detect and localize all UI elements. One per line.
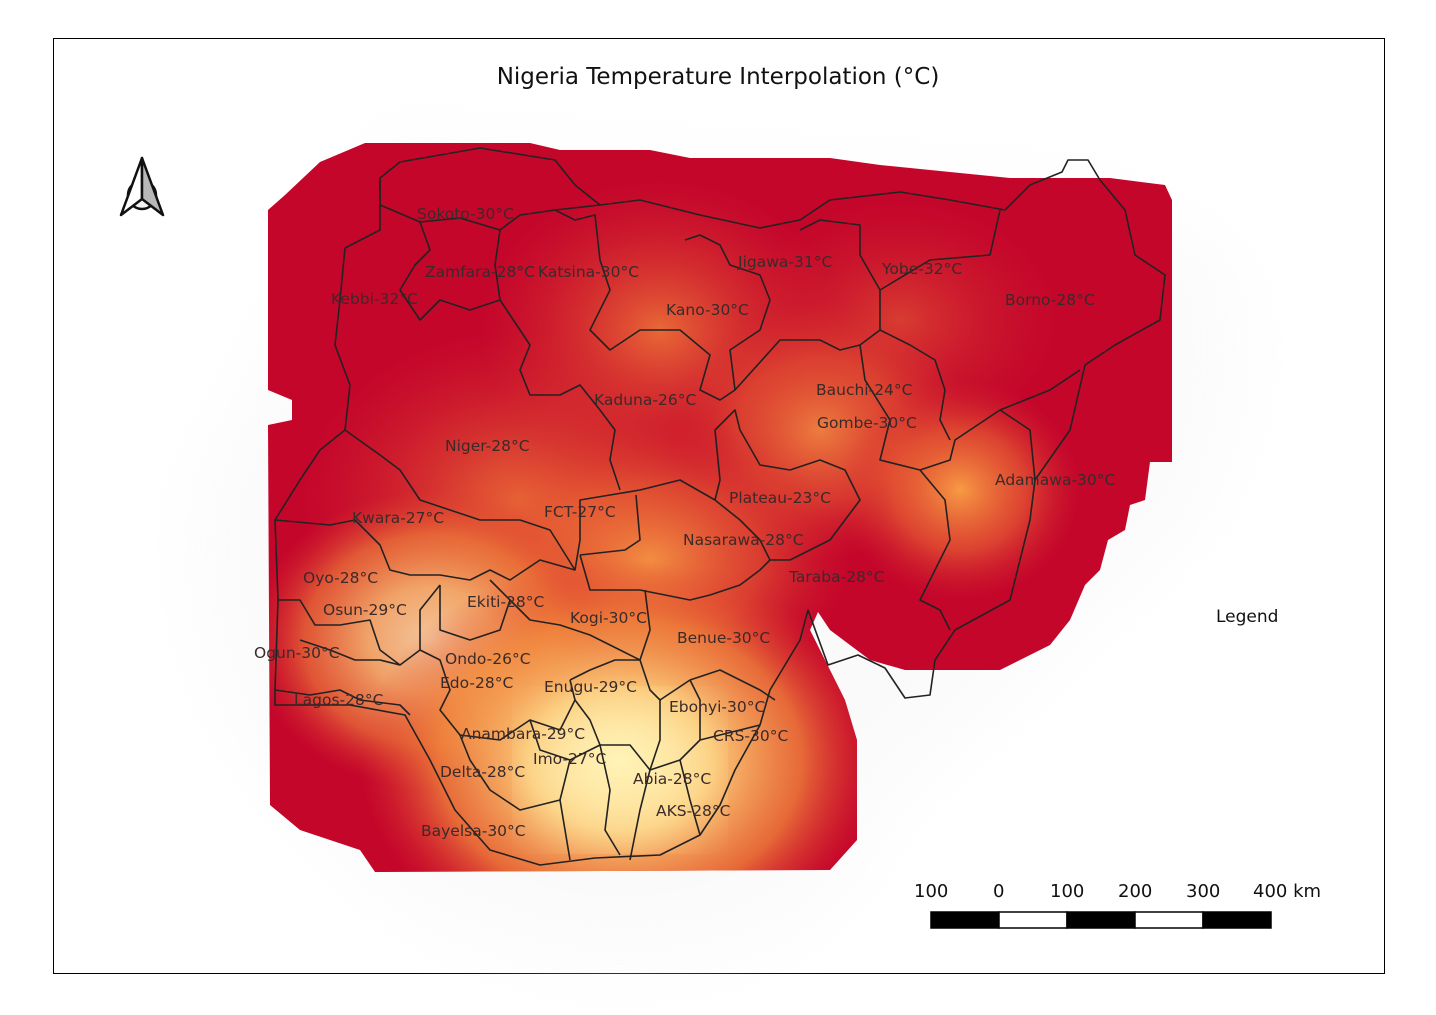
state-label: Plateau-23°C [729, 489, 831, 507]
state-label: FCT-27°C [544, 503, 616, 521]
country-boundary [274, 147, 1166, 866]
state-label: Gombe-30°C [817, 414, 917, 432]
state-labels: Sokoto-30°C Zamfara-28°C Katsina-30°C Ji… [254, 205, 1115, 840]
state-label: Katsina-30°C [538, 263, 639, 281]
state-label: Lagos-28°C [294, 691, 383, 709]
state-boundaries [274, 147, 1166, 866]
scale-label: 100 [914, 881, 949, 902]
state-label: Edo-28°C [440, 674, 513, 692]
state-label: Ebonyi-30°C [669, 698, 765, 716]
state-label: Niger-28°C [445, 437, 530, 455]
state-label: Kebbi-32°C [331, 290, 418, 308]
state-label: Benue-30°C [677, 629, 770, 647]
state-label: Delta-28°C [440, 763, 525, 781]
state-label: Borno-28°C [1005, 291, 1095, 309]
state-label: Oyo-28°C [303, 569, 378, 587]
map-title: Nigeria Temperature Interpolation (°C) [496, 64, 940, 90]
state-label: Sokoto-30°C [417, 205, 514, 223]
state-label: Kwara-27°C [352, 509, 444, 527]
state-label: Enugu-29°C [544, 678, 637, 696]
state-label: Imo-27°C [533, 750, 606, 768]
north-arrow-icon [119, 156, 165, 217]
scale-segment [930, 911, 1000, 929]
state-label: CRS-30°C [713, 727, 788, 745]
scale-label: 200 [1118, 881, 1153, 902]
state-label: Kaduna-26°C [594, 391, 696, 409]
scale-segment [1202, 911, 1272, 929]
scale-label: 300 [1186, 881, 1221, 902]
legend-title: Legend [1216, 607, 1279, 627]
state-label: Osun-29°C [323, 601, 407, 619]
state-label: Kogi-30°C [570, 609, 647, 627]
state-label: Ondo-26°C [445, 650, 531, 668]
state-label: Zamfara-28°C [425, 263, 535, 281]
state-label: AKS-28°C [656, 802, 731, 820]
scale-segment [1134, 911, 1204, 929]
state-label: Ekiti-28°C [467, 593, 544, 611]
state-label: Adamawa-30°C [995, 471, 1115, 489]
state-label: Anambara-29°C [461, 725, 585, 743]
map-frame [53, 38, 1385, 974]
scale-label: 0 [993, 881, 1005, 902]
state-label: Yobe-32°C [881, 260, 962, 278]
scale-label: 400 km [1253, 881, 1322, 902]
state-label: Ogun-30°C [254, 644, 340, 662]
state-label: Abia-28°C [633, 770, 711, 788]
temperature-raster [268, 143, 1172, 872]
state-label: Taraba-28°C [788, 568, 885, 586]
state-label: Bayelsa-30°C [421, 822, 526, 840]
scale-segment [998, 911, 1068, 929]
scale-label: 100 [1050, 881, 1085, 902]
scale-bar [930, 911, 1272, 929]
scale-segment [1066, 911, 1136, 929]
state-label: Nasarawa-28°C [683, 531, 804, 549]
state-label: Jigawa-31°C [737, 253, 832, 271]
state-label: Bauchi-24°C [816, 381, 913, 399]
state-label: Kano-30°C [666, 301, 749, 319]
